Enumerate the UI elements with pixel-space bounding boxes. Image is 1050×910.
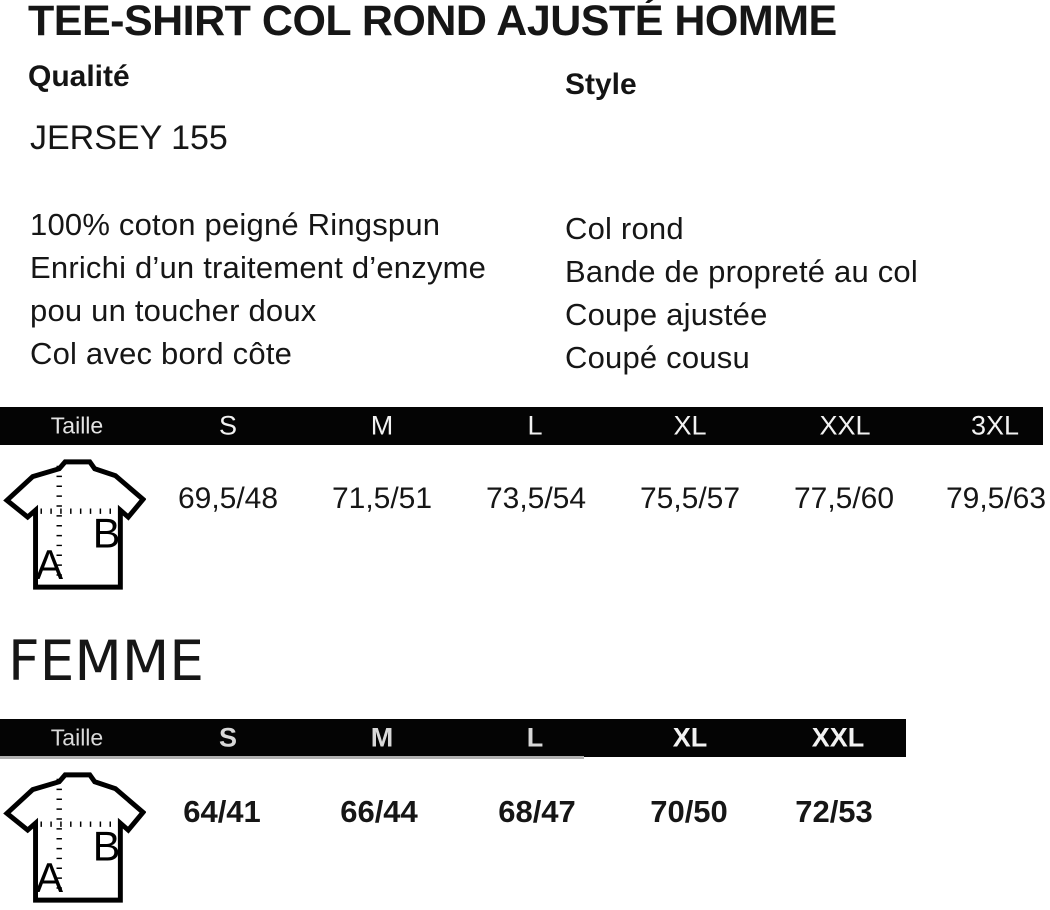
homme-value-3xl: 79,5/63: [945, 482, 1047, 515]
femme-size-xxl: XXL: [811, 722, 865, 753]
style-line: Bande de propreté au col: [565, 254, 918, 289]
quality-line: 100% coton peigné Ringspun: [30, 207, 441, 242]
style-line: Coupé cousu: [565, 340, 750, 375]
width-label: B: [93, 824, 121, 870]
quality-line: Col avec bord côte: [30, 336, 293, 371]
tshirt-outline: [3, 459, 146, 590]
homme-size-s: S: [218, 410, 238, 441]
homme-size-3xl: 3XL: [970, 410, 1020, 441]
tshirt-measure-icon: A B: [3, 459, 146, 590]
femme-size-m: M: [370, 722, 394, 753]
page-title: TEE-SHIRT COL ROND AJUSTÉ HOMME: [28, 0, 837, 45]
femme-heading: FEMME: [8, 629, 205, 693]
style-line: Col rond: [565, 211, 684, 246]
femme-size-label: Taille: [50, 724, 104, 751]
homme-size-m: M: [370, 410, 394, 441]
tshirt-outline: [3, 772, 146, 903]
style-line: Coupe ajustée: [565, 297, 768, 332]
homme-size-l: L: [527, 410, 543, 441]
homme-value-xxl: 77,5/60: [793, 482, 895, 515]
length-label: A: [36, 855, 64, 901]
homme-value-l: 73,5/54: [485, 482, 587, 515]
homme-value-m: 71,5/51: [331, 482, 433, 515]
homme-size-xxl: XXL: [819, 410, 871, 441]
fabric-name: JERSEY 155: [30, 119, 228, 157]
quality-description: 100% coton peigné Ringspun Enrichi d’un …: [30, 203, 486, 375]
homme-value-s: 69,5/48: [177, 482, 279, 515]
femme-value-m: 66/44: [340, 794, 418, 829]
quality-line: Enrichi d’un traitement d’enzyme: [30, 250, 487, 285]
homme-size-label: Taille: [50, 412, 104, 439]
femme-value-xl: 70/50: [650, 794, 728, 829]
femme-value-xxl: 72/53: [795, 794, 873, 829]
femme-value-l: 68/47: [498, 794, 576, 829]
homme-size-xl: XL: [673, 410, 707, 441]
homme-size-header-bar: Taille S M L XL XXL 3XL: [0, 407, 1043, 445]
femme-size-xl: XL: [672, 722, 708, 753]
bar-segment-edge: [0, 756, 584, 759]
style-description: Col rond Bande de propreté au col Coupe …: [565, 207, 918, 379]
width-label: B: [93, 511, 121, 557]
quality-heading: Qualité: [28, 60, 130, 93]
femme-size-s: S: [218, 722, 238, 753]
style-heading: Style: [565, 68, 637, 101]
tshirt-measure-icon: A B: [3, 772, 146, 903]
length-label: A: [36, 542, 64, 588]
femme-value-s: 64/41: [183, 794, 261, 829]
femme-size-header-bar: Taille S M L XL XXL: [0, 719, 906, 757]
homme-value-xl: 75,5/57: [639, 482, 741, 515]
quality-line: pou un toucher doux: [30, 293, 317, 328]
femme-size-l: L: [526, 722, 544, 753]
